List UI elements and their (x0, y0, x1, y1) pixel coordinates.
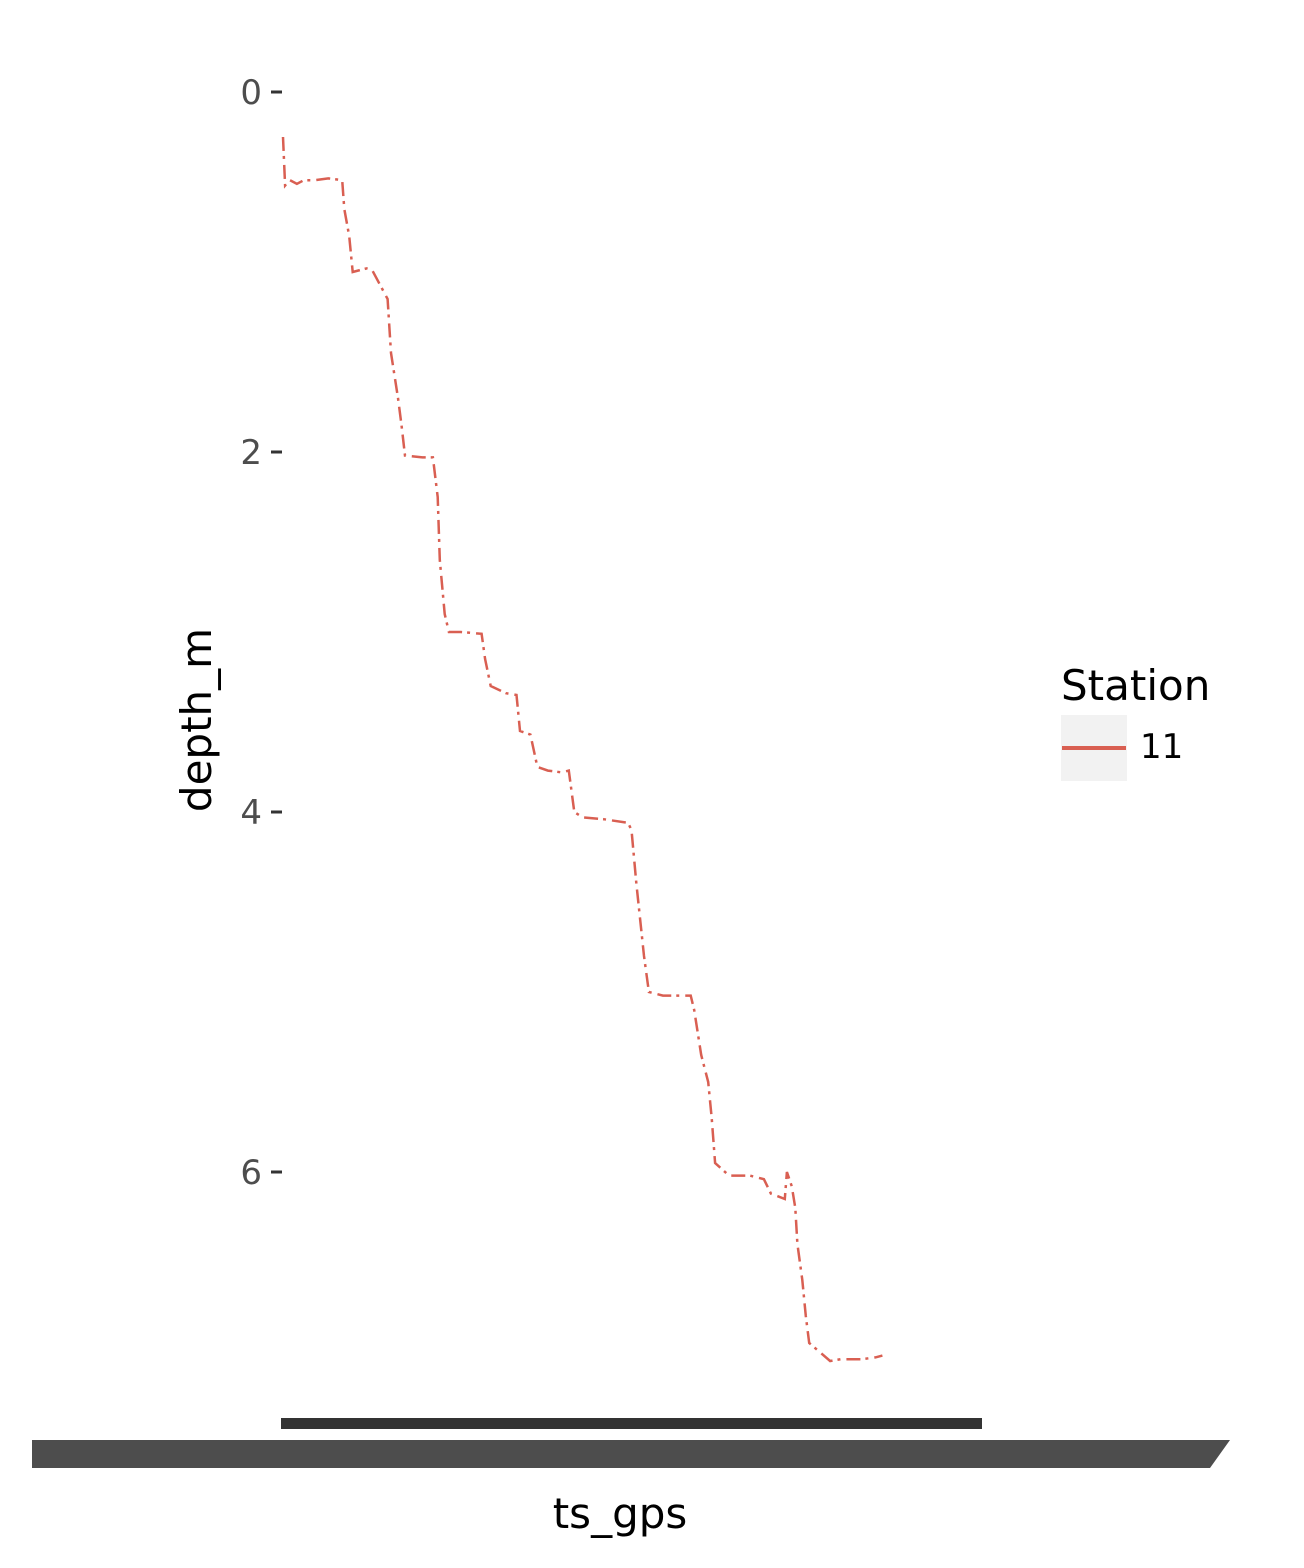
y-tick-label: 0 (240, 73, 262, 113)
y-axis-title: depth_m (172, 628, 221, 812)
y-tick-label: 2 (240, 433, 262, 473)
legend-label-11: 11 (1140, 727, 1183, 767)
x-axis-rug-bar (281, 1418, 982, 1429)
y-tick-label: 4 (240, 793, 262, 833)
x-tick-labels-overlapped (32, 1440, 1198, 1468)
y-tick-label: 6 (240, 1153, 262, 1193)
x-axis (32, 1418, 1230, 1468)
x-tick-label-overlap-edge (1198, 1440, 1230, 1468)
series-line-11 (281, 136, 883, 1363)
legend: Station 11 (1061, 661, 1210, 781)
y-axis: 0 2 4 6 (240, 73, 282, 1193)
legend-title: Station (1061, 661, 1210, 710)
plot-area (281, 136, 883, 1363)
x-axis-title: ts_gps (553, 1489, 688, 1538)
